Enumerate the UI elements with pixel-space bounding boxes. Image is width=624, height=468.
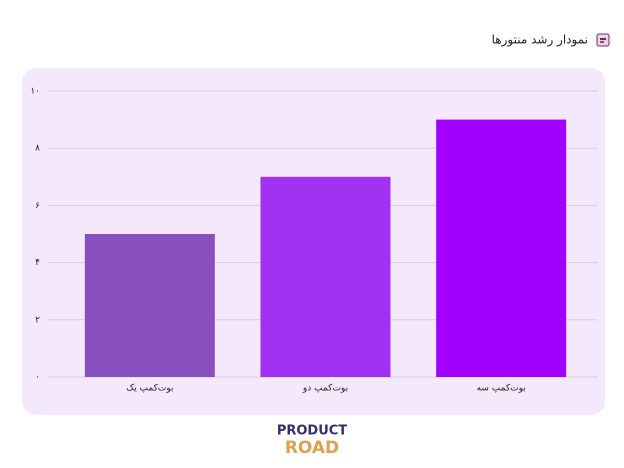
x-tick-label: بوت‌کمپ یک — [126, 384, 173, 394]
y-tick-label: ۲ — [35, 315, 40, 325]
y-tick-label: ۸ — [35, 144, 40, 154]
y-tick-label: ۱۰ — [30, 87, 40, 97]
y-tick-label: ۴ — [35, 258, 40, 268]
bar — [260, 176, 391, 377]
chart-title: نمودار رشد منتورها — [492, 33, 588, 48]
y-tick-label: ۶ — [35, 201, 40, 211]
x-tick-label: بوت‌کمپ سه — [477, 384, 526, 394]
y-tick-label: ۰ — [35, 373, 40, 383]
logo-line1: PRODUCT — [277, 424, 347, 439]
logo-line2: ROAD — [285, 438, 339, 458]
bar — [436, 119, 567, 377]
x-tick-label: بوت‌کمپ دو — [302, 384, 348, 394]
title-icon — [596, 33, 610, 47]
bar — [84, 234, 215, 377]
